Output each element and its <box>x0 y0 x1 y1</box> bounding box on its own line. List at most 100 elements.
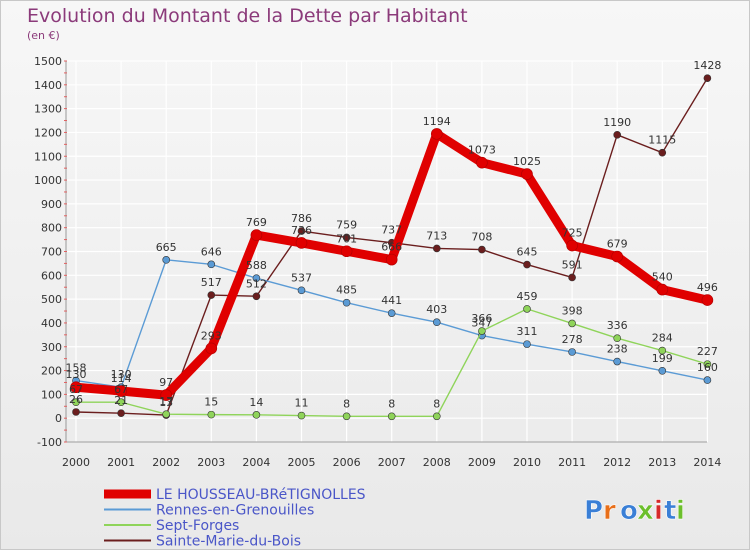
data-label: 238 <box>607 343 628 356</box>
logo-letter: t <box>664 496 676 526</box>
data-point <box>342 298 351 307</box>
data-label: 114 <box>111 372 132 385</box>
y-tick-label: 400 <box>41 317 62 330</box>
data-point <box>387 412 396 421</box>
data-point <box>72 398 80 407</box>
y-tick-label: 600 <box>41 269 62 282</box>
y-tick-label: 300 <box>41 341 62 354</box>
data-label: 17 <box>159 395 173 408</box>
legend-label-2: Sept-Forges <box>156 518 239 534</box>
data-point <box>478 245 486 254</box>
data-point <box>295 237 308 249</box>
data-point <box>523 305 531 313</box>
data-label: 130 <box>66 368 87 381</box>
y-tick-label: 800 <box>41 222 62 235</box>
data-point <box>476 156 488 169</box>
logo-letter: i <box>654 496 663 526</box>
data-point <box>703 74 712 82</box>
data-point <box>568 319 576 328</box>
series-layer <box>70 74 714 421</box>
data-label: 701 <box>336 232 357 245</box>
data-label: 21 <box>114 394 128 407</box>
x-tick-label: 2010 <box>513 456 541 469</box>
data-point <box>613 131 622 139</box>
data-label: 293 <box>201 329 222 342</box>
logo-letter: P <box>584 496 603 526</box>
data-point <box>568 273 576 282</box>
data-label: 665 <box>156 241 177 254</box>
data-label: 130 <box>111 368 132 381</box>
data-point <box>205 342 218 355</box>
y-tick-label: 1000 <box>34 174 62 187</box>
y-tick-label: 0 <box>55 412 62 425</box>
data-label: 278 <box>562 333 583 346</box>
data-label: 347 <box>471 317 492 330</box>
data-label: 1025 <box>513 155 541 168</box>
x-tick-label: 2007 <box>378 456 406 469</box>
data-point <box>385 253 398 266</box>
data-label: 8 <box>433 397 440 410</box>
y-tick-label: 1100 <box>34 150 62 163</box>
data-point <box>658 346 667 355</box>
data-label: 403 <box>426 303 447 316</box>
data-point <box>252 292 261 301</box>
data-point <box>297 227 306 235</box>
data-label: 646 <box>201 245 222 258</box>
data-point <box>703 360 712 368</box>
data-label: 517 <box>201 276 222 289</box>
grid-lines <box>66 60 709 443</box>
data-point <box>568 348 576 356</box>
y-tick-label: 500 <box>41 293 62 306</box>
legend-label-3: Sainte-Marie-du-Bois <box>156 534 301 550</box>
data-point <box>207 260 216 269</box>
data-point <box>342 233 351 242</box>
data-point <box>521 168 533 180</box>
y-tick-label: 1500 <box>34 55 62 68</box>
data-label: 199 <box>652 352 673 365</box>
y-tick-label: 700 <box>41 246 62 259</box>
x-tick-label: 2004 <box>242 456 270 469</box>
data-label: 591 <box>562 258 583 271</box>
logo-letter: o <box>620 496 638 526</box>
data-point <box>432 318 441 327</box>
data-point <box>297 411 306 420</box>
data-label: 725 <box>562 227 583 240</box>
logo-letter: i <box>676 496 685 526</box>
data-label: 227 <box>697 345 718 358</box>
data-point <box>250 229 263 241</box>
legend-label-0: LE HOUSSEAU-BRéTIGNOLLES <box>156 487 366 503</box>
data-point <box>115 385 127 397</box>
y-tick-label: 1300 <box>34 103 62 116</box>
data-label: 1428 <box>693 59 721 72</box>
data-label: 336 <box>607 319 628 332</box>
data-label: 398 <box>562 304 583 317</box>
data-point <box>658 148 667 157</box>
data-point <box>523 260 531 269</box>
x-tick-label: 2005 <box>288 456 316 469</box>
data-point <box>162 410 170 418</box>
data-point <box>207 291 216 299</box>
data-point <box>566 239 578 252</box>
data-label: 537 <box>291 271 312 284</box>
x-tick-label: 2000 <box>62 456 90 469</box>
data-label: 67 <box>69 383 83 396</box>
chart-subtitle: (en €) <box>27 29 60 42</box>
data-point <box>162 256 170 264</box>
chart-title: Evolution du Montant de la Dette par Hab… <box>27 5 468 27</box>
data-label: 679 <box>607 238 628 251</box>
data-label: 1073 <box>468 144 496 157</box>
data-label: 160 <box>697 361 718 374</box>
x-tick-label: 2003 <box>197 456 225 469</box>
data-label: 736 <box>291 224 312 237</box>
data-label: 8 <box>343 397 350 410</box>
data-point <box>658 367 667 375</box>
data-label: 666 <box>381 241 402 254</box>
data-label: 158 <box>66 362 87 375</box>
data-point <box>613 334 622 342</box>
legend-label-1: Rennes-en-Grenouilles <box>156 503 314 519</box>
data-label: 713 <box>426 229 447 242</box>
data-point <box>387 309 396 317</box>
